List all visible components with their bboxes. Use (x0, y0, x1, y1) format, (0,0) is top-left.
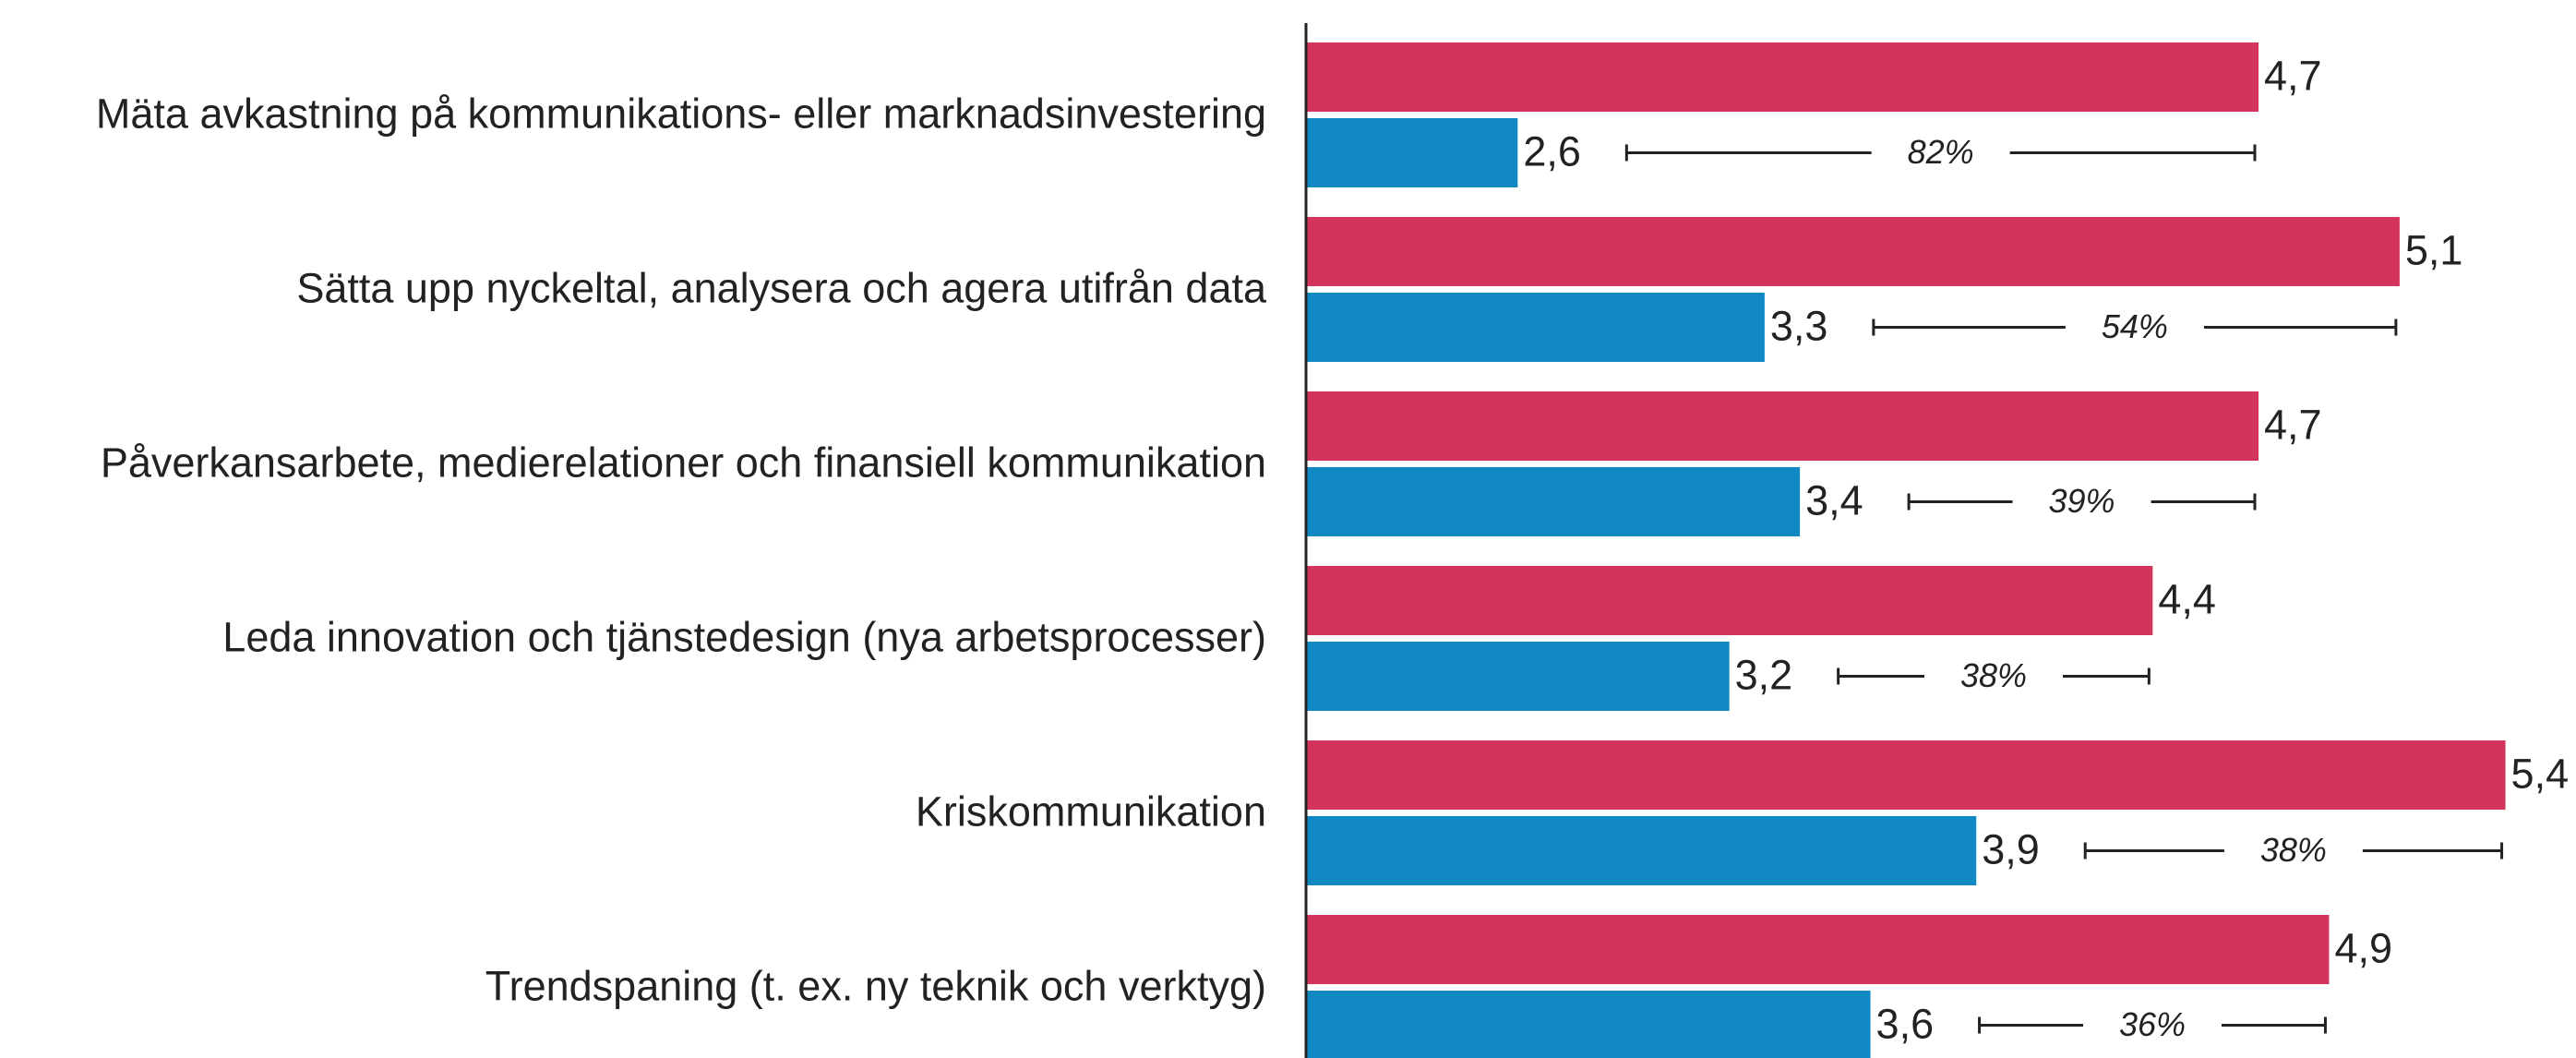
gap-label-bg (2012, 481, 2151, 523)
value-label: 5,1 (2405, 226, 2463, 273)
gap-label-bg (2083, 1004, 2222, 1046)
category-label: Påverkansarbete, medierelationer och fin… (101, 439, 1266, 486)
bar (1306, 42, 2258, 112)
value-label: 2,6 (1523, 127, 1581, 174)
value-label: 4,7 (2264, 401, 2322, 448)
bar (1306, 391, 2258, 461)
value-label: 4,4 (2158, 575, 2216, 622)
category-label: Mäta avkastning på kommunikations- eller… (96, 90, 1266, 137)
value-label: 3,9 (1982, 825, 2040, 872)
bar (1306, 915, 2330, 984)
value-label: 5,4 (2511, 750, 2570, 797)
bar (1306, 991, 1871, 1058)
gap-label-bg (2223, 830, 2363, 872)
gap-label-bg (1871, 132, 2010, 174)
gap-label: 38% (2260, 831, 2327, 869)
category-label: Trendspaning (t. ex. ny teknik och verkt… (485, 962, 1266, 1009)
value-label: 3,2 (1735, 651, 1793, 698)
value-label: 4,9 (2334, 924, 2392, 971)
gap-label-bg (2065, 307, 2204, 348)
value-label: 4,7 (2264, 52, 2322, 99)
gap-label: 36% (2119, 1005, 2186, 1043)
category-label: Sätta upp nyckeltal, analysera och agera… (296, 264, 1267, 311)
value-label: 3,3 (1770, 302, 1828, 349)
category-label: Kriskommunikation (916, 787, 1266, 835)
bar (1306, 217, 2400, 286)
value-label: 3,6 (1876, 1000, 1935, 1047)
bar (1306, 740, 2506, 810)
bar (1306, 642, 1730, 711)
gap-label: 54% (2102, 307, 2168, 345)
bar (1306, 293, 1765, 362)
category-label: Leda innovation och tjänstedesign (nya a… (222, 613, 1266, 660)
gap-label: 82% (1908, 133, 1974, 171)
gap-label: 38% (1960, 656, 2027, 694)
gap-label: 39% (2049, 482, 2115, 520)
value-label: 3,4 (1805, 476, 1863, 523)
bar (1306, 118, 1518, 187)
bar (1306, 467, 1801, 536)
bar (1306, 566, 2153, 635)
gap-label-bg (1924, 655, 2063, 697)
bar (1306, 816, 1977, 885)
